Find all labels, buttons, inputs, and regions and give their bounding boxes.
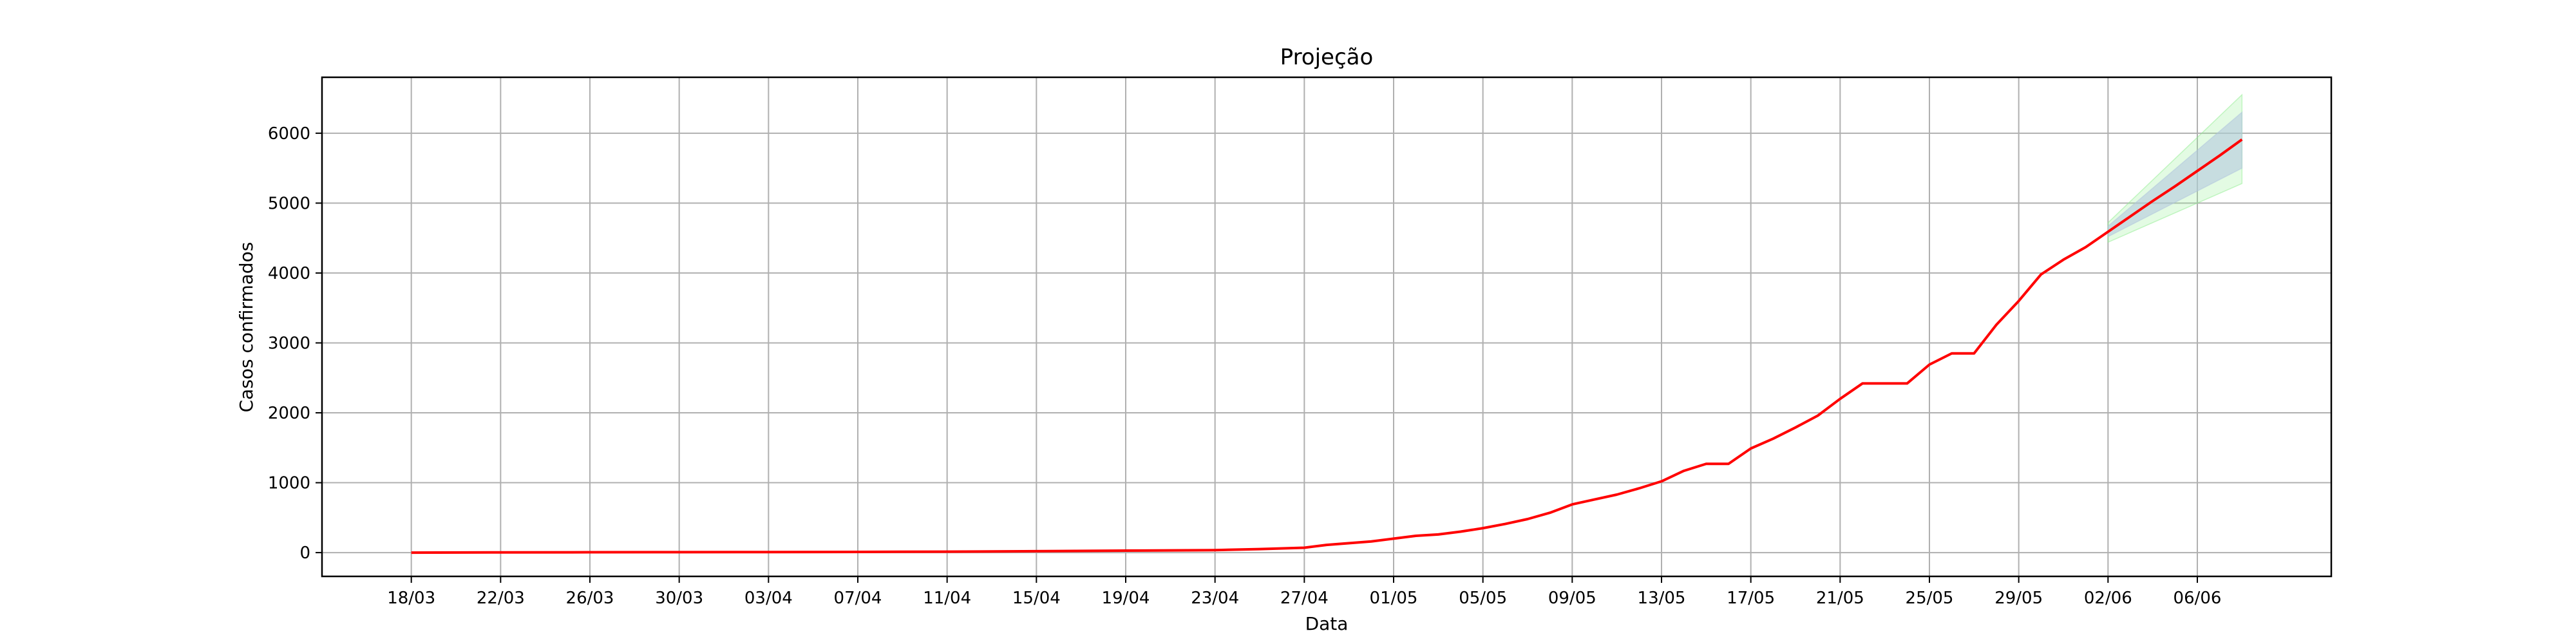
x-tick-label: 11/04: [923, 589, 971, 608]
x-tick-label: 21/05: [1816, 589, 1864, 608]
x-tick-label: 25/05: [1906, 589, 1954, 608]
y-tick-label: 6000: [268, 124, 310, 144]
x-tick-label: 15/04: [1012, 589, 1061, 608]
grid: [322, 77, 2331, 576]
x-tick-label: 19/04: [1102, 589, 1150, 608]
chart-title: Projeção: [1280, 44, 1374, 70]
x-tick-label: 13/05: [1638, 589, 1686, 608]
x-tick-label: 18/03: [387, 589, 435, 608]
x-tick-label: 03/04: [744, 589, 793, 608]
y-axis-title: Casos confirmados: [236, 242, 257, 413]
x-tick-label: 27/04: [1280, 589, 1329, 608]
x-tick-label: 06/06: [2174, 589, 2222, 608]
confirmed-cases-line: [411, 138, 2243, 554]
x-tick-label: 29/05: [1994, 589, 2043, 608]
x-axis-title: Data: [1305, 613, 1349, 634]
x-tick-label: 02/06: [2084, 589, 2132, 608]
y-tick-label: 3000: [268, 334, 310, 353]
confidence-bands: [2107, 93, 2243, 243]
x-tick-label: 26/03: [566, 589, 614, 608]
y-tick-label: 2000: [268, 404, 310, 423]
x-tick-label: 22/03: [477, 589, 525, 608]
y-tick-label: 1000: [268, 474, 310, 493]
x-tick-label: 07/04: [834, 589, 882, 608]
y-tick-label: 4000: [268, 264, 310, 283]
x-tick-label: 17/05: [1727, 589, 1775, 608]
x-tick-label: 09/05: [1548, 589, 1596, 608]
y-tick-label: 5000: [268, 194, 310, 213]
x-tick-label: 30/03: [655, 589, 703, 608]
x-tick-label: 23/04: [1191, 589, 1239, 608]
x-axis-ticks: 18/03 22/03 26/03 30/03 03/04 07/04 11/04 15/04…: [387, 576, 2221, 608]
series-lines: [411, 138, 2243, 554]
x-tick-label: 05/05: [1459, 589, 1507, 608]
y-axis-ticks: 0 1000 2000 3000 4000 5000 6000: [268, 124, 322, 563]
x-tick-label: 01/05: [1370, 589, 1418, 608]
plot-frame: [321, 76, 2333, 578]
y-tick-label: 0: [299, 544, 310, 563]
